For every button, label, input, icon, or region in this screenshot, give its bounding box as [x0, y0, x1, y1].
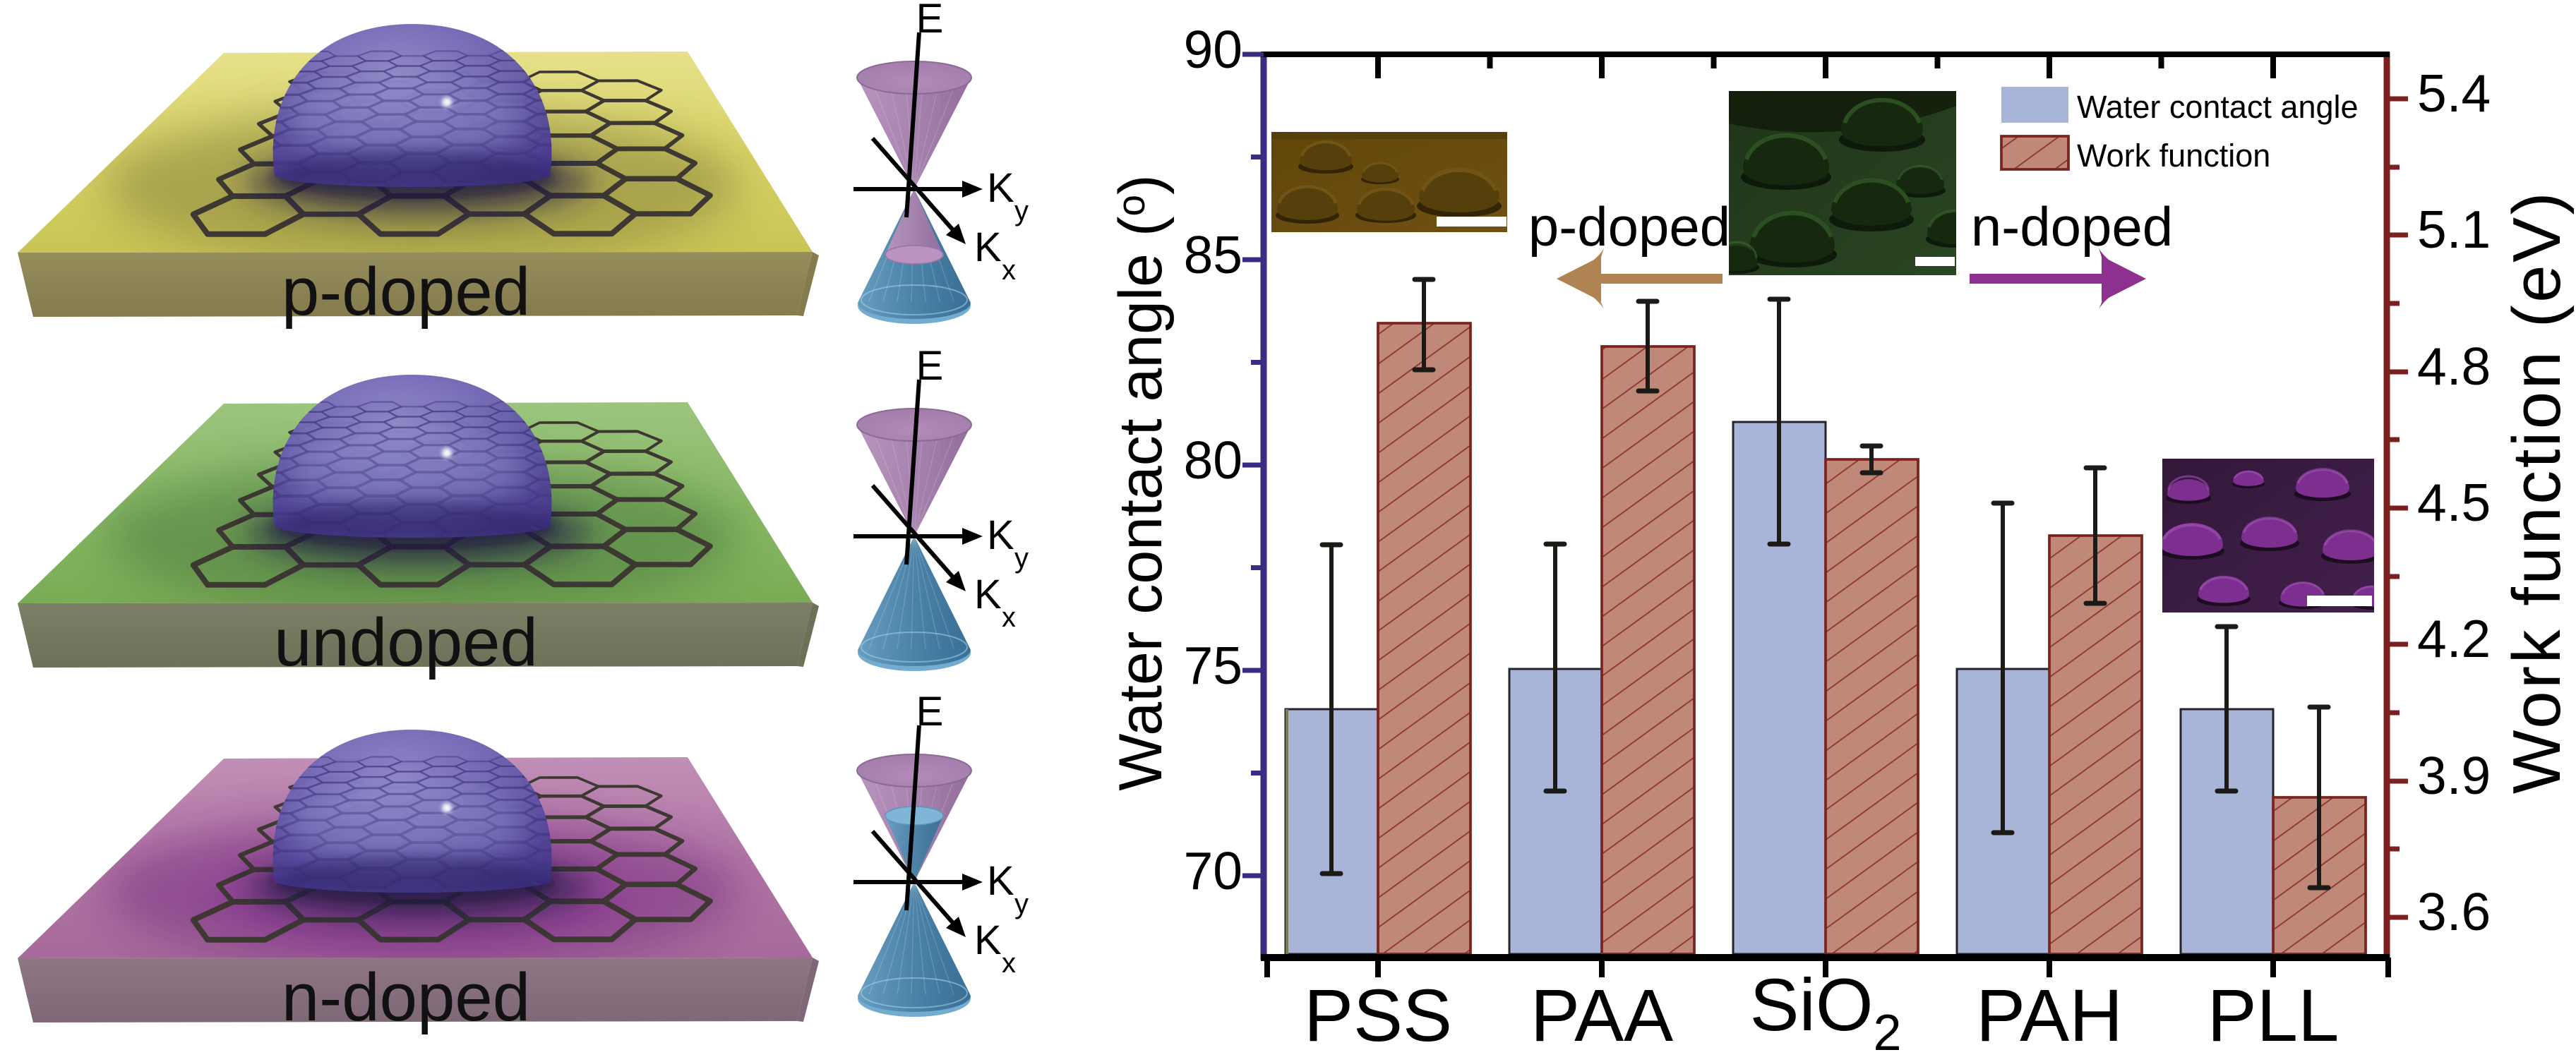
svg-text:K: K — [987, 165, 1014, 211]
svg-text:Work function: Work function — [2077, 138, 2270, 174]
svg-text:85: 85 — [1184, 225, 1242, 284]
svg-text:y: y — [1014, 195, 1029, 227]
svg-text:PLL: PLL — [2207, 974, 2340, 1057]
svg-text:Work function (eV): Work function (eV) — [2499, 190, 2575, 794]
svg-text:E: E — [916, 343, 944, 389]
svg-text:80: 80 — [1184, 430, 1242, 490]
svg-text:Water contact angle: Water contact angle — [2077, 89, 2359, 125]
svg-text:5.1: 5.1 — [2417, 200, 2491, 259]
svg-text:p-doped: p-doped — [282, 254, 530, 330]
svg-text:y: y — [1014, 543, 1029, 574]
svg-text:4.8: 4.8 — [2417, 337, 2491, 396]
svg-text:K: K — [987, 512, 1014, 558]
svg-text:x: x — [1002, 255, 1016, 286]
svg-text:75: 75 — [1184, 636, 1242, 695]
svg-text:Water contact angle (o): Water contact angle (o) — [1107, 174, 1175, 790]
svg-text:K: K — [987, 858, 1014, 904]
svg-text:4.2: 4.2 — [2417, 609, 2491, 668]
svg-text:x: x — [1002, 602, 1016, 633]
svg-text:70: 70 — [1184, 841, 1242, 900]
svg-text:3.9: 3.9 — [2417, 746, 2491, 805]
svg-text:n-doped: n-doped — [1971, 195, 2173, 258]
svg-text:K: K — [974, 917, 1002, 963]
svg-text:K: K — [974, 572, 1002, 617]
svg-text:K: K — [974, 224, 1002, 270]
svg-text:3.6: 3.6 — [2417, 882, 2491, 941]
svg-text:undoped: undoped — [274, 605, 538, 680]
svg-text:p-doped: p-doped — [1528, 195, 1730, 258]
svg-text:90: 90 — [1184, 20, 1242, 79]
svg-text:PSS: PSS — [1304, 974, 1452, 1057]
svg-text:E: E — [916, 0, 944, 42]
svg-text:y: y — [1014, 888, 1029, 919]
svg-text:E: E — [916, 689, 944, 735]
svg-text:5.4: 5.4 — [2417, 64, 2491, 123]
svg-text:x: x — [1002, 948, 1016, 979]
svg-text:PAA: PAA — [1530, 974, 1673, 1057]
svg-text:PAH: PAH — [1976, 974, 2123, 1057]
svg-text:n-doped: n-doped — [282, 960, 530, 1035]
svg-text:4.5: 4.5 — [2417, 473, 2491, 532]
